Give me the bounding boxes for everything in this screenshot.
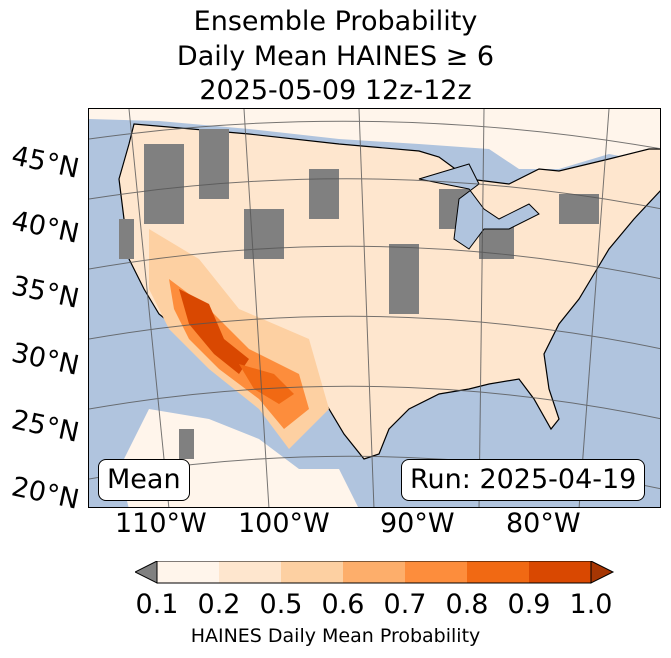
great-lakes <box>418 163 540 250</box>
lat-label: 25°N <box>8 404 82 449</box>
colorbar <box>135 561 615 584</box>
colorbar-tick-label: 0.7 <box>383 589 427 620</box>
lon-label: 110°W <box>115 508 207 539</box>
colorbar-tick-label: 0.8 <box>445 589 489 620</box>
lat-label: 35°N <box>8 270 82 315</box>
colorbar-segment <box>467 561 529 583</box>
colorbar-segment <box>529 561 591 583</box>
title-line-1: Ensemble Probability <box>193 6 478 37</box>
lat-label: 20°N <box>8 471 82 516</box>
colorbar-tick-label: 0.5 <box>259 589 303 620</box>
map-canvas <box>89 109 660 507</box>
lat-label: 30°N <box>8 337 82 382</box>
prob-area-dark <box>179 289 249 374</box>
colorbar-segment <box>281 561 343 583</box>
lon-label: 90°W <box>380 508 455 539</box>
colorbar-segment <box>405 561 467 583</box>
colorbar-tick-label: 0.2 <box>197 589 241 620</box>
colorbar-tick-label: 0.6 <box>321 589 365 620</box>
lat-label: 45°N <box>8 140 82 185</box>
colorbar-tick-label: 0.1 <box>135 589 179 620</box>
colorbar-segments <box>157 561 591 583</box>
colorbar-segment <box>219 561 281 583</box>
graticule <box>89 109 660 507</box>
lon-label: 80°W <box>506 508 581 539</box>
colorbar-under-triangle <box>135 561 158 584</box>
colorbar-tick-label: 0.9 <box>507 589 551 620</box>
colorbar-segment <box>157 561 219 583</box>
lat-label: 40°N <box>8 205 82 250</box>
colorbar-tick-label: 1.0 <box>569 589 613 620</box>
colorbar-over-triangle <box>590 561 615 584</box>
colorbar-segment <box>343 561 405 583</box>
title-line-2: Daily Mean HAINES ≥ 6 <box>176 41 495 72</box>
prob-area-dark-2 <box>239 364 294 404</box>
run-label-box: Run: 2025-04-19 <box>401 459 646 501</box>
map-panel <box>88 108 661 508</box>
canada-land <box>89 109 660 169</box>
title-line-3: 2025-05-09 12z-12z <box>199 75 472 106</box>
low-prob-patches <box>119 129 599 459</box>
mean-label-box: Mean <box>98 459 190 501</box>
lon-label: 100°W <box>238 508 330 539</box>
colorbar-label: HAINES Daily Mean Probability <box>190 625 481 647</box>
